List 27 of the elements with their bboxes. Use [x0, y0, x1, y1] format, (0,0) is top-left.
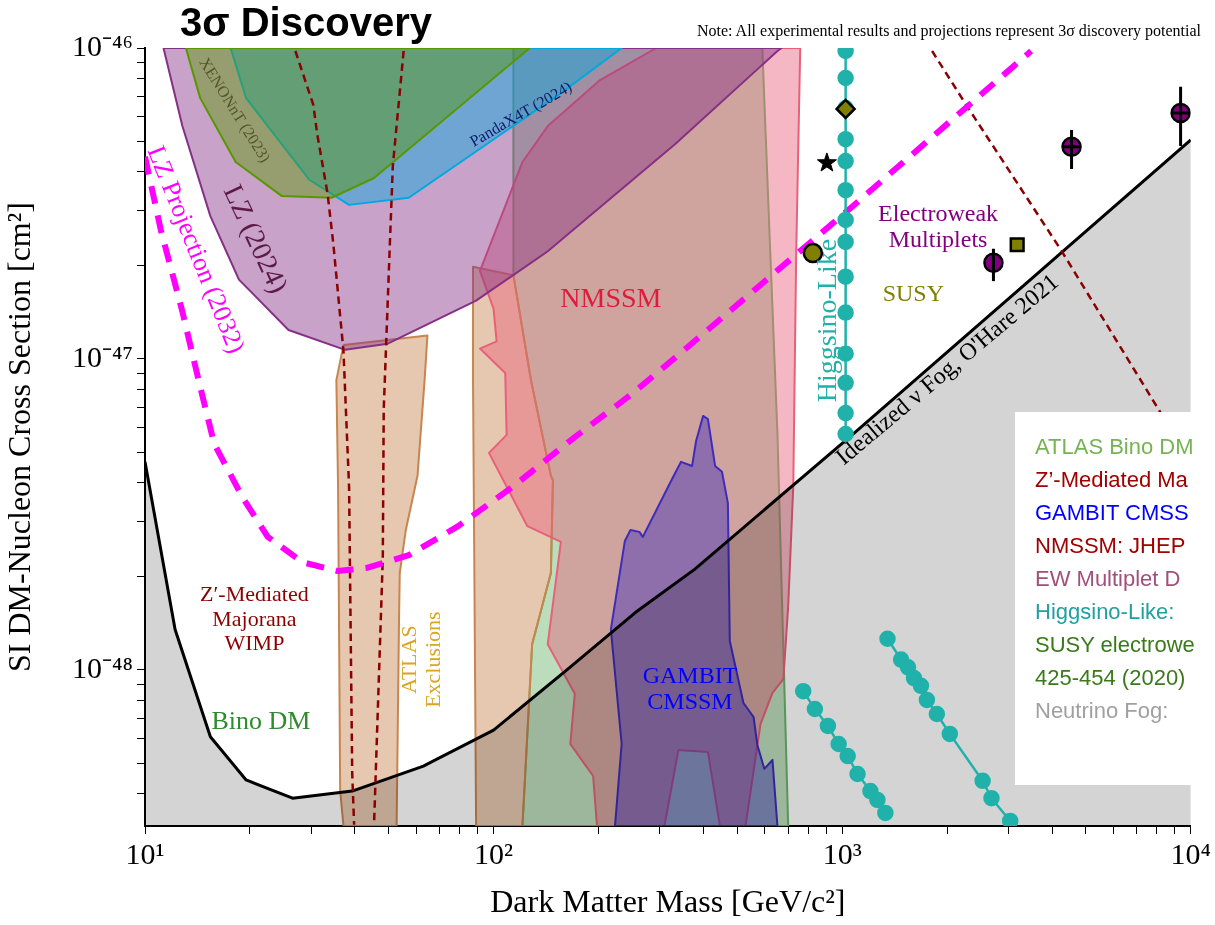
- annotation: NMSSM: JHEP: [1035, 532, 1187, 560]
- annotation: ATLAS Bino DM: [1035, 433, 1195, 461]
- annotation: EW Multiplet D: [1035, 565, 1182, 593]
- y-tick-label: 10⁻⁴⁶: [72, 28, 133, 62]
- annotation: Z’-Mediated Ma: [1035, 466, 1189, 494]
- annotation: Electroweak Multiplets: [878, 199, 999, 253]
- x-tick-label: 10³: [822, 836, 862, 870]
- x-axis-title: Dark Matter Mass [GeV/c²]: [490, 883, 846, 920]
- annotation: GAMBIT CMSS: [1035, 499, 1190, 527]
- annotation: Z′-Mediated Majorana WIMP: [200, 581, 309, 655]
- x-tick-label: 10¹: [125, 836, 165, 870]
- annotation: GAMBIT CMSSM: [642, 661, 738, 715]
- chart-subtitle: Note: All experimental results and projections represent 3σ discovery potential: [696, 22, 1201, 40]
- annotation: Higgsino-Like:: [1035, 598, 1176, 626]
- annotation: ATLAS Exclusions: [396, 611, 446, 708]
- chart-title: 3σ Discovery: [180, 0, 432, 45]
- y-axis-title: SI DM-Nucleon Cross Section [cm²]: [0, 202, 37, 672]
- annotation: Neutrino Fog:: [1035, 697, 1170, 725]
- annotation: SUSY electrowe: [1035, 631, 1196, 659]
- x-tick-label: 10⁴: [1170, 836, 1211, 870]
- annotation: Bino DM: [211, 705, 311, 735]
- y-tick-label: 10⁻⁴⁷: [72, 339, 133, 373]
- annotation: 425-454 (2020): [1035, 664, 1187, 692]
- annotation: NMSSM: [560, 282, 662, 314]
- annotation: SUSY: [882, 279, 945, 306]
- x-tick-label: 10²: [474, 836, 514, 870]
- y-tick-label: 10⁻⁴⁸: [72, 650, 133, 684]
